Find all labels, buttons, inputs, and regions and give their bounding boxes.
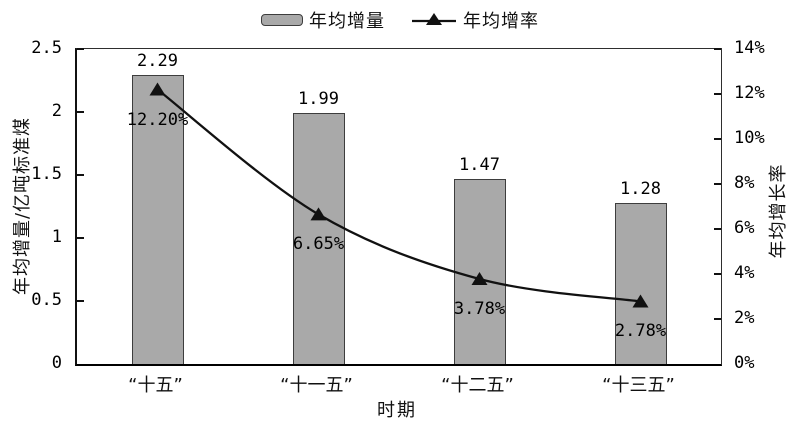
right-tick-label: 12%	[734, 83, 765, 103]
legend-item-bar-series: 年均增量	[261, 7, 385, 33]
left-tick-mark	[77, 174, 84, 176]
left-tick-label: 0	[51, 353, 62, 373]
bar-value-label: 1.99	[298, 89, 339, 110]
right-tick-mark	[714, 228, 721, 230]
rate-line-series	[149, 82, 649, 308]
right-tick-mark	[714, 273, 721, 275]
right-tick-mark	[714, 48, 721, 50]
bar-value-label: 1.47	[459, 154, 500, 175]
left-axis-title: 年均增量/亿吨标准煤	[12, 116, 33, 296]
triangle-marker-icon	[471, 271, 488, 285]
right-tick-label: 2%	[734, 308, 755, 328]
legend: 年均增量 年均增率	[0, 6, 800, 34]
right-tick-label: 0%	[734, 353, 755, 373]
bar-4	[614, 202, 667, 364]
rate-value-label: 3.78%	[453, 298, 506, 319]
legend-item-line-series: 年均增率	[411, 7, 539, 33]
x-category-label: “十三五”	[602, 375, 675, 396]
rate-value-label: 6.65%	[292, 234, 345, 255]
rate-line-path	[156, 88, 641, 303]
rate-value-label: 2.78%	[614, 321, 667, 342]
left-tick-label: 2	[51, 101, 62, 121]
legend-label-bar: 年均增量	[309, 11, 385, 32]
bar-value-label: 2.29	[137, 51, 178, 72]
bar-value-label: 1.28	[620, 178, 661, 199]
bar-1	[131, 75, 184, 364]
x-category-label: “十五”	[128, 375, 183, 396]
x-axis-title: 时期	[377, 400, 417, 421]
rate-value-label: 12.20%	[126, 109, 189, 130]
bar-2	[292, 113, 345, 364]
x-category-label: “十一五”	[280, 375, 353, 396]
right-tick-label: 10%	[734, 128, 765, 148]
triangle-marker-icon	[310, 207, 327, 221]
right-tick-label: 14%	[734, 38, 765, 58]
left-tick-mark	[77, 111, 84, 113]
left-tick-mark	[77, 300, 84, 302]
right-tick-label: 4%	[734, 263, 755, 283]
triangle-marker-icon	[632, 294, 649, 308]
left-tick-label: 1.5	[31, 164, 62, 184]
right-tick-mark	[714, 93, 721, 95]
left-tick-mark	[77, 48, 84, 50]
right-tick-mark	[714, 183, 721, 185]
triangle-marker-icon	[149, 82, 166, 96]
left-tick-label: 2.5	[31, 38, 62, 58]
bar-3	[453, 178, 506, 364]
right-tick-label: 8%	[734, 173, 755, 193]
left-tick-mark	[77, 237, 84, 239]
left-tick-label: 0.5	[31, 290, 62, 310]
right-tick-mark	[714, 138, 721, 140]
right-tick-label: 6%	[734, 218, 755, 238]
left-tick-label: 1	[51, 227, 62, 247]
legend-label-line: 年均增率	[463, 11, 539, 32]
x-category-label: “十二五”	[441, 375, 514, 396]
plot-area: 2.29 12.20% 1.99 6.65% 1.47 3.78% 1.28 2.78%	[75, 48, 722, 366]
line-triangle-icon	[412, 13, 456, 25]
right-tick-mark	[714, 318, 721, 320]
bar-swatch-icon	[261, 14, 303, 26]
